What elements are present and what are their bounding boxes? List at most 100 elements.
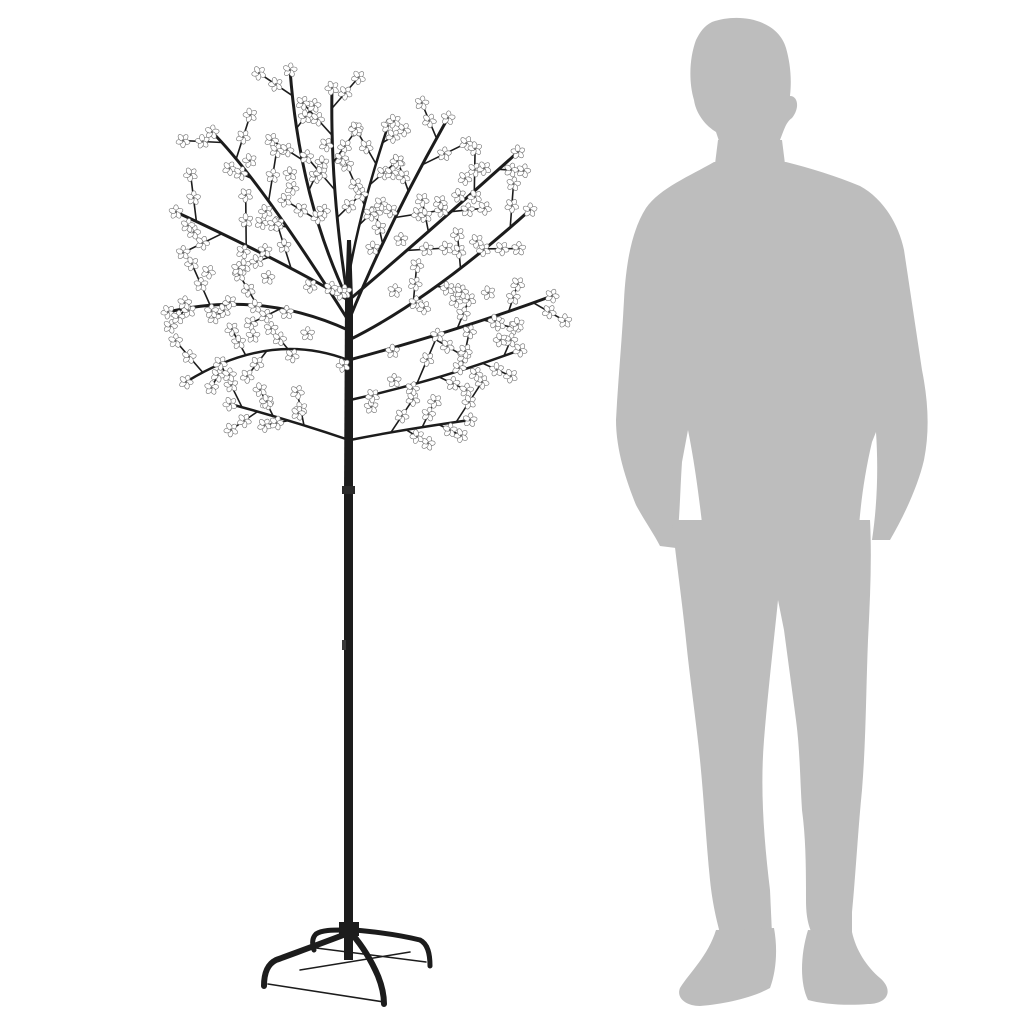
- blossom-light: [506, 176, 521, 191]
- blossom-light: [249, 254, 264, 269]
- silhouette-legs: [672, 520, 871, 944]
- blossom-light: [417, 208, 433, 223]
- blossom-light: [409, 258, 425, 273]
- blossom-light: [480, 285, 495, 300]
- blossom-light: [476, 242, 491, 258]
- blossom-light: [348, 178, 363, 193]
- blossom-light: [231, 334, 246, 349]
- blossom-light: [427, 394, 442, 409]
- blossom-light: [450, 227, 465, 242]
- blossom-light: [204, 303, 219, 318]
- blossom-light: [457, 171, 473, 186]
- blossom-light: [186, 190, 201, 205]
- blossom-light: [242, 153, 257, 168]
- blossom-light: [438, 240, 453, 256]
- blossom-light: [182, 349, 197, 364]
- tree-main-branch: [347, 150, 520, 302]
- silhouette-left-shoe: [679, 928, 777, 1006]
- blossom-light: [421, 406, 436, 422]
- blossom-light: [351, 70, 366, 85]
- blossom-light: [477, 201, 492, 216]
- led-cherry-blossom-tree: [160, 62, 573, 1007]
- blossom-light: [181, 218, 196, 233]
- blossom-light: [437, 146, 452, 161]
- blossom-light: [314, 155, 330, 170]
- tree-main-branch: [184, 347, 350, 384]
- blossom-light: [293, 203, 309, 218]
- tree-main-branch: [347, 208, 532, 342]
- blossom-light: [242, 107, 257, 123]
- tree-main-branch: [347, 294, 554, 362]
- blossom-light: [468, 367, 484, 382]
- stand-leg-front-right: [349, 931, 387, 1007]
- blossom-light: [168, 204, 184, 219]
- blossom-light: [335, 358, 350, 373]
- blossom-light: [224, 322, 239, 337]
- blossom-light: [319, 138, 334, 153]
- blossom-light: [492, 332, 507, 348]
- blossom-light: [285, 181, 300, 196]
- blossom-light: [394, 409, 410, 424]
- blossom-light: [176, 245, 191, 260]
- blossom-light: [463, 412, 478, 427]
- blossom-light: [313, 166, 328, 181]
- blossom-light: [469, 234, 484, 249]
- blossom-light: [324, 80, 339, 96]
- blossom-light: [233, 166, 249, 181]
- blossom-light: [385, 129, 401, 144]
- blossom-light: [405, 392, 421, 407]
- blossom-light: [441, 110, 456, 125]
- blossom-light: [474, 375, 490, 390]
- blossom-light: [272, 331, 287, 347]
- blossom-light: [296, 95, 311, 111]
- blossom-light: [419, 241, 434, 256]
- blossom-light: [512, 343, 528, 358]
- silhouette-torso: [616, 162, 928, 548]
- blossom-light: [503, 332, 519, 348]
- blossom-light: [299, 149, 315, 164]
- blossom-light: [222, 367, 237, 382]
- blossom-light: [297, 109, 313, 124]
- blossom-light: [307, 98, 322, 113]
- blossom-light: [238, 188, 253, 203]
- blossom-light: [405, 381, 420, 396]
- blossom-light: [430, 327, 445, 342]
- blossom-light: [205, 124, 220, 139]
- blossom-light: [433, 195, 448, 210]
- blossom-light: [269, 143, 285, 158]
- blossom-light: [385, 343, 400, 358]
- blossom-light: [443, 422, 458, 437]
- blossom-light: [245, 328, 261, 343]
- blossom-light: [451, 244, 467, 259]
- blossom-light: [510, 277, 525, 292]
- blossom-light: [458, 344, 473, 359]
- blossom-light: [545, 288, 560, 304]
- blossom-light: [387, 283, 403, 298]
- blossom-light: [160, 305, 175, 320]
- blossom-light: [184, 256, 199, 272]
- blossom-light: [237, 413, 252, 429]
- blossom-light: [393, 232, 409, 247]
- blossom-light: [461, 394, 476, 410]
- blossom-light: [270, 415, 284, 431]
- blossom-light: [231, 261, 246, 276]
- blossom-light: [452, 360, 467, 376]
- blossom-light: [337, 139, 352, 154]
- blossom-light: [291, 406, 306, 421]
- blossom-light: [260, 270, 276, 285]
- blossom-light: [177, 295, 192, 310]
- blossom-light: [283, 62, 298, 77]
- blossom-light: [257, 418, 272, 433]
- blossom-light: [494, 242, 510, 257]
- blossom-light: [459, 382, 474, 398]
- blossom-light: [341, 199, 357, 214]
- tree-main-branch: [347, 116, 450, 322]
- tree-pole-lower: [344, 490, 353, 960]
- stand-leg-back-left: [310, 927, 347, 953]
- blossom-light: [213, 356, 228, 371]
- blossom-light: [416, 301, 432, 316]
- blossom-light: [506, 290, 521, 305]
- blossom-light: [222, 161, 237, 176]
- blossom-light: [223, 422, 238, 438]
